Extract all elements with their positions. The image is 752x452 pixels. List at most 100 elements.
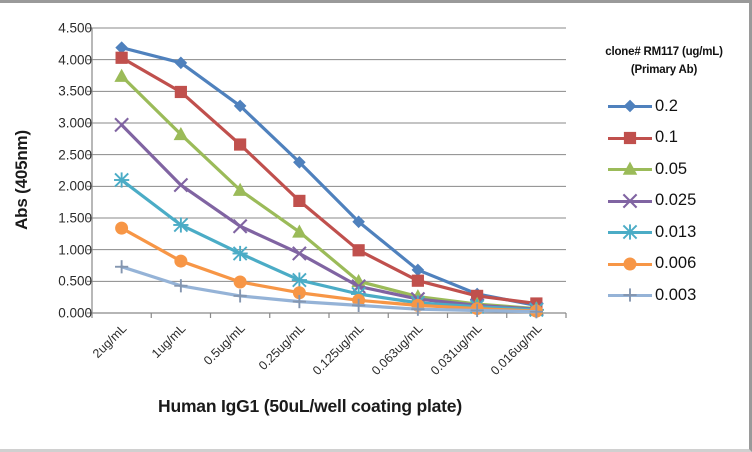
data-point-marker: [529, 305, 543, 319]
marker-circle: [174, 254, 188, 268]
data-point-marker: [292, 224, 307, 238]
data-point-marker: [114, 172, 130, 188]
legend-marker-glyph: [623, 131, 637, 144]
legend-marker-square-icon: [608, 128, 652, 148]
legend-marker-glyph: [623, 99, 637, 113]
legend-marker-x-icon: [608, 191, 652, 211]
marker-triangle: [114, 68, 129, 82]
marker-x: [622, 193, 638, 208]
x-axis-tick-label: 1ug/mL: [149, 321, 189, 361]
series-line: [120, 56, 538, 306]
x-axis-tick-label: 0.5ug/mL: [201, 320, 249, 368]
series-line: [120, 226, 538, 313]
legend-item-label: 0.05: [655, 159, 688, 178]
marker-square: [115, 51, 128, 64]
marker-x: [232, 218, 248, 234]
legend-title-line2: (Primary Ab): [630, 63, 698, 76]
legend-item-0_1[interactable]: 0.1: [578, 122, 750, 154]
data-point-marker: [293, 194, 306, 208]
legend-title-line1: clone# RM117 (ug/mL): [605, 46, 723, 58]
data-point-marker: [292, 295, 306, 309]
marker-diamond: [233, 99, 247, 113]
legend-item-0_013[interactable]: 0.013: [578, 216, 750, 248]
marker-square: [352, 244, 365, 257]
data-point-marker: [623, 288, 637, 302]
data-point-marker: [622, 193, 638, 208]
y-axis-tick-labels: 0.000 0.500 1.000 1.500 2.000 2.500 3.000 3.500…: [34, 0, 92, 452]
legend-marker-star-icon: [608, 222, 652, 242]
data-point-marker: [293, 155, 306, 169]
marker-x: [114, 117, 129, 133]
series-0_2: [115, 41, 543, 312]
marker-diamond: [352, 215, 365, 229]
marker-triangle: [292, 224, 307, 238]
x-axis-tick-label: 0.031ug/mL: [428, 320, 486, 378]
y-axis-tick-label: 0.000: [58, 305, 92, 321]
data-point-marker: [115, 260, 129, 274]
data-point-marker: [232, 245, 248, 262]
x-axis-title: Human IgG1 (50uL/well coating plate): [158, 396, 462, 416]
y-axis-tick-label: 2.500: [58, 147, 92, 163]
legend-item-0_006[interactable]: 0.006: [578, 248, 750, 280]
legend-item-label: 0.003: [655, 285, 697, 304]
data-point-marker: [622, 161, 638, 175]
data-point-marker: [622, 224, 638, 240]
legend-item-0_2[interactable]: 0.2: [578, 90, 750, 122]
y-axis-tick-label: 0.500: [58, 273, 92, 289]
plot-background: [92, 28, 566, 313]
series-0_003: [115, 260, 543, 319]
data-point-marker: [232, 218, 248, 234]
y-axis-tick-label: 1.000: [58, 242, 92, 258]
y-axis-tick-label: 4.500: [58, 20, 92, 36]
legend-marker-plus-icon: [608, 285, 652, 305]
legend-item-0_05[interactable]: 0.05: [578, 153, 750, 185]
data-point-marker: [292, 246, 307, 261]
data-point-marker: [623, 257, 637, 271]
data-point-marker: [352, 244, 365, 257]
marker-square: [623, 131, 637, 144]
marker-diamond: [623, 99, 637, 113]
data-point-marker: [234, 138, 247, 151]
data-point-marker: [114, 117, 129, 133]
x-axis-tick-label: 0.25ug/mL: [255, 320, 308, 373]
y-axis-tick-label: 2.000: [58, 178, 92, 194]
legend-marker-triangle-icon: [608, 159, 652, 179]
series-0_1: [115, 51, 543, 310]
x-axis-tick-label: 0.016ug/mL: [487, 320, 545, 378]
legend-marker-diamond-icon: [608, 96, 652, 116]
x-axis-tick-label: 0.063ug/mL: [369, 320, 426, 378]
x-axis-tick-label: 2ug/mL: [89, 321, 130, 361]
data-point-marker: [173, 177, 189, 193]
legend-item-label: 0.025: [655, 191, 697, 210]
y-axis-tick-label: 4.000: [58, 52, 92, 68]
data-point-marker: [173, 126, 189, 141]
legend-item-0_003[interactable]: 0.003: [578, 279, 750, 311]
y-axis-tick-label: 3.000: [58, 115, 92, 131]
data-point-marker: [174, 85, 187, 99]
data-point-marker: [352, 298, 366, 312]
marker-x: [173, 177, 189, 193]
legend-marker-glyph: [623, 257, 637, 271]
legend: clone# RM117 (ug/mL) (Primary Ab) 0.2 0.1…: [578, 44, 750, 311]
axes: [87, 27, 567, 318]
legend-item-label: 0.006: [655, 254, 697, 273]
marker-square: [174, 85, 187, 99]
legend-item-label: 0.2: [655, 96, 678, 115]
legend-item-0_025[interactable]: 0.025: [578, 185, 750, 217]
legend-marker-glyph: [622, 161, 638, 175]
data-point-marker: [232, 182, 248, 196]
series-0_006: [115, 221, 543, 318]
y-axis-title: Abs (405nm): [12, 130, 31, 230]
legend-marker-glyph: [622, 224, 638, 240]
y-axis-tick-label: 1.500: [58, 210, 92, 226]
data-point-marker: [470, 303, 484, 318]
data-point-marker: [115, 51, 128, 64]
data-point-marker: [411, 302, 425, 316]
data-point-marker: [233, 275, 247, 289]
marker-triangle: [622, 161, 638, 175]
data-point-marker: [623, 131, 637, 144]
data-point-marker: [115, 221, 129, 235]
data-point-marker: [174, 254, 188, 268]
